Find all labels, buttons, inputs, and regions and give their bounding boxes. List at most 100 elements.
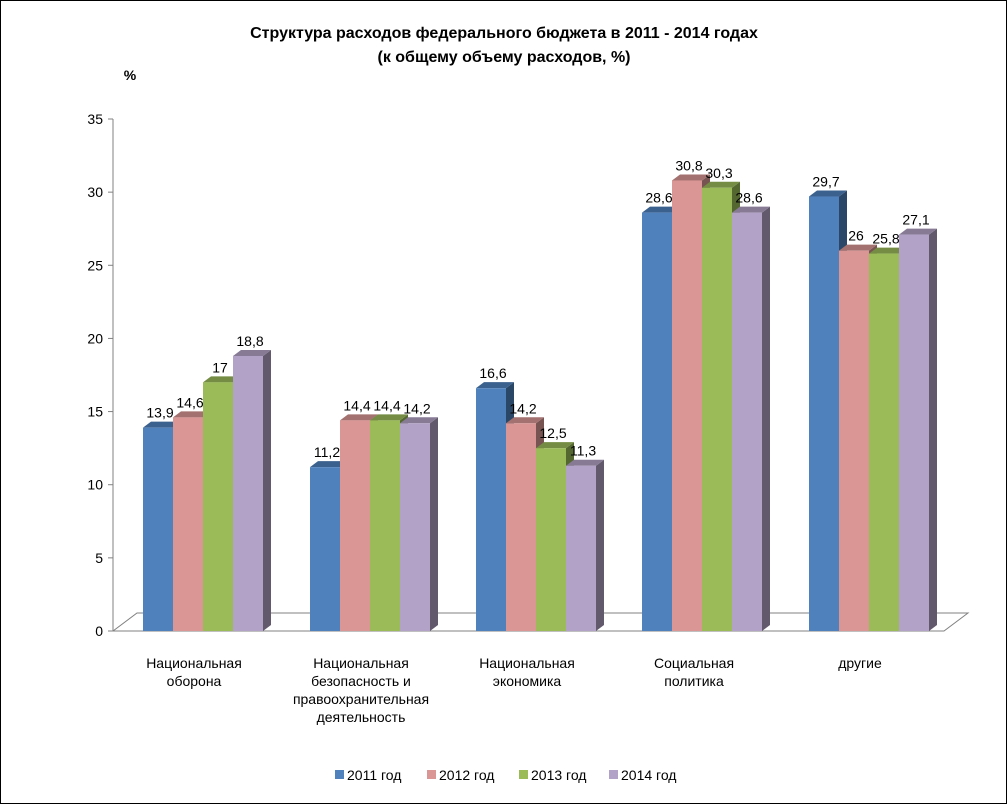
y-tick-label: 35 [87, 111, 103, 127]
category-label: Национальная безопасность и правоохранител… [293, 655, 429, 725]
category-label: Национальная экономика [479, 655, 575, 689]
y-axis-unit: % [124, 67, 137, 83]
bar-front [536, 448, 566, 631]
bar-front [370, 420, 400, 631]
legend-item: 2012 год [427, 767, 494, 783]
bar-top [642, 206, 680, 213]
chart-title: Структура расходов федерального бюджета … [250, 25, 758, 42]
bar-top [899, 228, 937, 235]
data-label: 14,2 [509, 400, 536, 416]
data-label: 16,6 [479, 365, 506, 381]
legend-item: 2011 год [335, 767, 401, 783]
bar-top [340, 414, 378, 421]
bar-front [839, 250, 869, 631]
legend-label: 2014 год [621, 767, 676, 783]
legend-swatch [519, 770, 528, 779]
bar-top [566, 459, 604, 466]
bar [400, 417, 438, 631]
bar-top [233, 349, 271, 356]
bar-front [899, 234, 929, 631]
bar [732, 206, 770, 631]
bar-front [233, 355, 263, 631]
bars-group [143, 174, 937, 632]
data-label: 28,6 [735, 190, 762, 206]
bar-top [809, 190, 847, 197]
bar-top [506, 417, 544, 424]
data-label: 27,1 [902, 212, 929, 228]
y-tick-label: 25 [87, 257, 103, 273]
category-label: Социальная политика [654, 655, 734, 689]
data-label: 14,2 [403, 400, 430, 416]
bar [566, 459, 604, 631]
bar-front [476, 388, 506, 631]
chart-subtitle: (к общему объему расходов, %) [378, 49, 631, 66]
bar-front [642, 212, 672, 631]
bar-front [732, 212, 762, 631]
bar-front [809, 196, 839, 631]
data-label: 29,7 [812, 174, 839, 190]
category-label: другие [838, 655, 882, 671]
data-label: 26 [848, 228, 864, 244]
y-tick-label: 15 [87, 404, 103, 420]
legend-label: 2011 год [347, 767, 401, 783]
data-label: 25,8 [872, 231, 899, 247]
bar-top [476, 382, 514, 389]
bar-front [506, 423, 536, 631]
bar-top [370, 414, 408, 421]
bar-side [762, 206, 770, 631]
legend-swatch [427, 770, 436, 779]
bar-top [839, 244, 877, 251]
data-label: 13,9 [146, 405, 173, 421]
bar-front [400, 423, 430, 631]
legend-label: 2012 год [439, 767, 494, 783]
bar-top [173, 411, 211, 418]
bar-top [400, 417, 438, 424]
bar-side [929, 228, 937, 631]
data-label: 12,5 [539, 425, 566, 441]
bar-side [263, 349, 271, 631]
legend-swatch [335, 770, 344, 779]
bar-top [536, 442, 574, 449]
data-label: 11,2 [314, 444, 340, 460]
bar-side [596, 459, 604, 631]
bar-front [566, 465, 596, 631]
bar-top [869, 247, 907, 254]
legend-item: 2013 год [519, 767, 586, 783]
legend: 2011 год 2012 год 2013 год 2014 год [335, 767, 676, 783]
legend-item: 2014 год [609, 767, 676, 783]
bar-front [869, 253, 899, 631]
y-tick-label: 10 [87, 477, 103, 493]
bar [899, 228, 937, 631]
bar-front [310, 467, 340, 631]
bar-front [672, 180, 702, 631]
data-label: 18,8 [236, 333, 263, 349]
data-label: 14,4 [373, 397, 400, 413]
bar-front [173, 417, 203, 631]
y-tick-label: 0 [95, 623, 103, 639]
y-tick-label: 5 [95, 550, 103, 566]
data-label: 28,6 [645, 190, 672, 206]
bar-top [732, 206, 770, 213]
data-label: 14,6 [176, 394, 203, 410]
bar-top [310, 461, 348, 468]
data-label: 30,8 [675, 157, 702, 173]
legend-swatch [609, 770, 618, 779]
legend-label: 2013 год [531, 767, 586, 783]
data-label: 17 [212, 359, 228, 375]
data-label: 14,4 [343, 397, 370, 413]
bar-top [143, 421, 181, 428]
bar-top [203, 376, 241, 383]
y-tick-label: 20 [87, 330, 103, 346]
data-label: 11,3 [570, 443, 596, 459]
bar-top [702, 181, 740, 188]
bar-front [203, 382, 233, 631]
bar-side [430, 417, 438, 631]
category-labels: Национальная оборона Национальная безопасно… [146, 655, 882, 725]
bar-front [143, 427, 173, 631]
bar [233, 349, 271, 631]
bar-front [340, 420, 370, 631]
y-tick-label: 30 [87, 184, 103, 200]
bar-front [702, 187, 732, 632]
